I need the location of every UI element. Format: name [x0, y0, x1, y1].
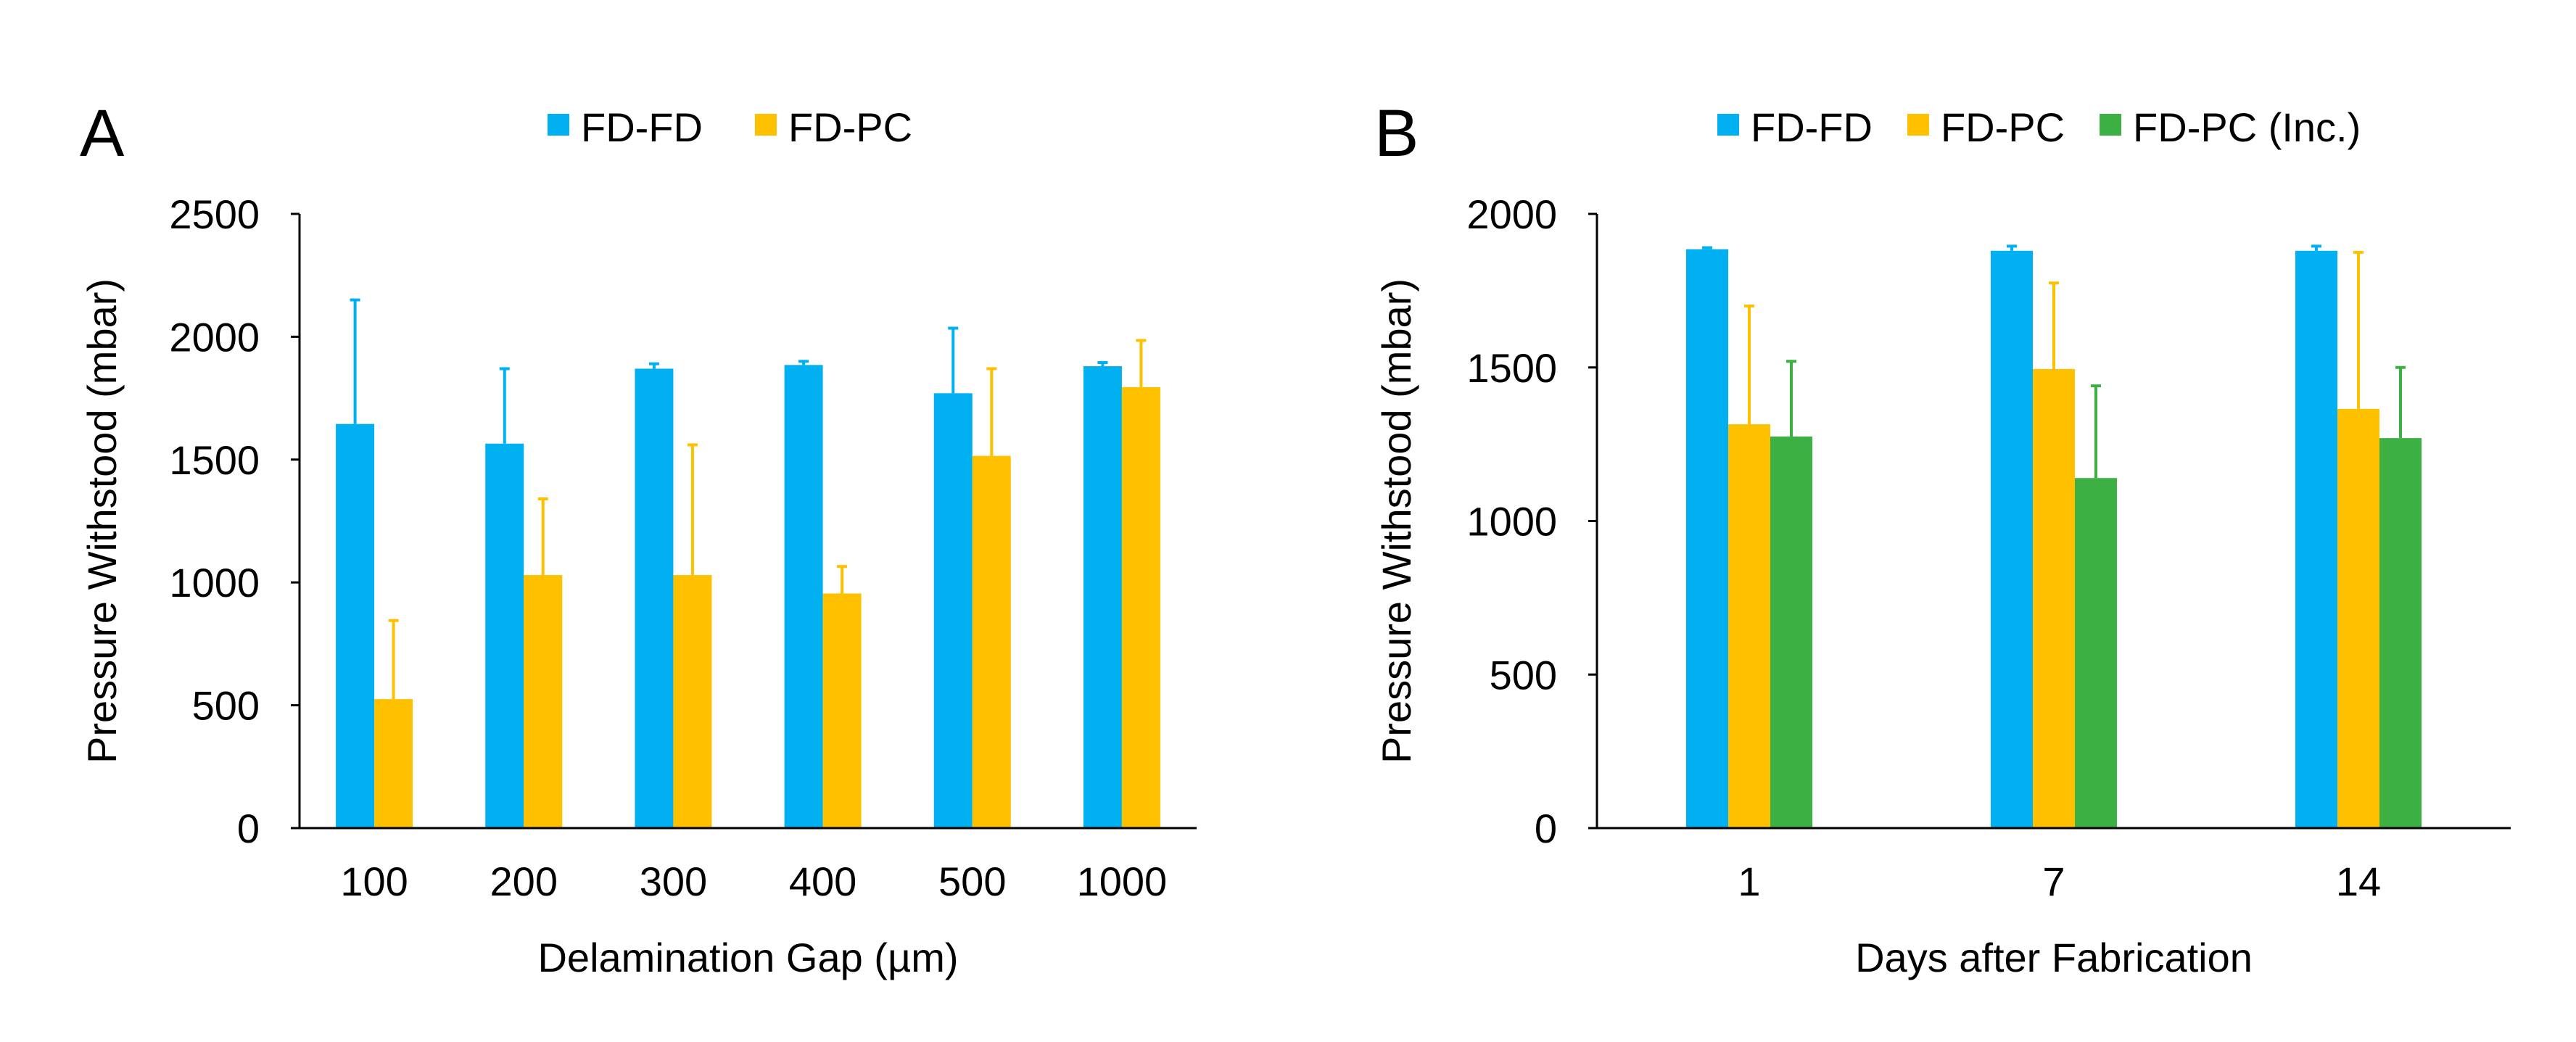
panel-b-x-tick-label-14: 14 [2336, 859, 2381, 904]
panel-a-y-tick-label-500: 500 [192, 683, 260, 729]
panel-a-bar-fd-fd-500 [933, 393, 973, 828]
panel-b-error-bars [1702, 244, 2406, 479]
panel-b-y-tick-label-2000: 2000 [1466, 191, 1557, 237]
panel-a-y-tick-label-2500: 2500 [169, 191, 260, 237]
panel-b-legend: FD-FD FD-PC FD-PC (Inc.) [1717, 104, 2361, 150]
panel-b-y-tick-label-1000: 1000 [1466, 499, 1557, 545]
panel-a-bar-fd-fd-300 [635, 368, 674, 829]
panel-a-bar-fd-fd-200 [485, 443, 524, 828]
panel-b-legend-swatch-fd-pc-inc [2100, 114, 2122, 136]
panel-b-y-axis-title: Pressure Withstood (mbar) [1374, 278, 1419, 764]
panel-a: A FD-FD FD-PC 0 500 1000 1500 2000 2500 100 200 3… [79, 96, 1197, 980]
panel-a-bar-fd-pc-200 [524, 575, 563, 828]
panel-b-x-tick-label-7: 7 [2042, 859, 2065, 904]
panel-a-x-tick-label-100: 100 [340, 859, 408, 904]
panel-b-legend-label-fd-pc: FD-PC [1941, 104, 2065, 150]
panel-a-bar-fd-fd-400 [784, 365, 823, 828]
panel-b-x-axis-title: Days after Fabrication [1855, 935, 2253, 980]
panel-a-x-axis-title: Delamination Gap (µm) [537, 935, 958, 980]
panel-b-bar-fd-pc-inc--7 [2075, 478, 2117, 828]
panel-a-bar-fd-fd-100 [336, 423, 375, 828]
panel-b-letter: B [1374, 96, 1419, 170]
panel-b-bars [1686, 249, 2422, 828]
panel-a-axes: 0 500 1000 1500 2000 2500 100 200 300 400 500 1000 [169, 191, 1197, 904]
panel-a-bars [336, 365, 1160, 829]
panel-b-axes: 0 500 1000 1500 2000 1 7 14 [1466, 191, 2511, 904]
panel-a-x-tick-label-400: 400 [789, 859, 856, 904]
panel-a-y-tick-label-2000: 2000 [169, 314, 260, 360]
panel-a-x-tick-label-500: 500 [938, 859, 1006, 904]
panel-a-legend: FD-FD FD-PC [548, 104, 912, 150]
panel-a-y-tick-label-0: 0 [237, 806, 260, 851]
panel-a-y-tick-label-1500: 1500 [169, 437, 260, 483]
panel-a-x-tick-label-1000: 1000 [1077, 859, 1168, 904]
panel-a-legend-swatch-fd-fd [548, 114, 569, 136]
panel-b-legend-label-fd-fd: FD-FD [1751, 104, 1873, 150]
panel-a-error-bars [350, 298, 1147, 700]
panel-b-bar-fd-pc-7 [2033, 368, 2075, 828]
panel-a-bar-fd-pc-400 [822, 593, 862, 828]
panel-a-bar-fd-fd-1000 [1083, 366, 1122, 828]
panel-a-letter: A [80, 96, 125, 170]
panel-a-bar-fd-pc-1000 [1121, 386, 1160, 828]
panel-a-legend-swatch-fd-pc [754, 114, 777, 136]
panel-b-y-tick-label-0: 0 [1535, 806, 1557, 851]
panel-a-y-tick-label-1000: 1000 [169, 560, 260, 605]
panel-b-legend-swatch-fd-pc [1907, 114, 1929, 136]
panel-a-legend-label-fd-pc: FD-PC [788, 104, 912, 150]
panel-b-bar-fd-fd-14 [2295, 250, 2337, 828]
panel-b-bar-fd-pc-inc--14 [2379, 438, 2422, 828]
panel-b-y-tick-label-500: 500 [1490, 652, 1557, 698]
panel-a-bar-fd-pc-500 [972, 455, 1011, 828]
panel-b-legend-swatch-fd-fd [1717, 114, 1739, 136]
panel-b-legend-label-fd-pc-inc: FD-PC (Inc.) [2133, 104, 2361, 150]
panel-a-legend-label-fd-fd: FD-FD [581, 104, 703, 150]
panel-a-bar-fd-pc-100 [374, 699, 413, 828]
panel-a-x-tick-label-200: 200 [490, 859, 558, 904]
panel-b-y-tick-label-1500: 1500 [1466, 345, 1557, 391]
panel-b-bar-fd-fd-7 [1991, 250, 2033, 828]
panel-b-bar-fd-fd-1 [1686, 249, 1728, 828]
panel-a-bar-fd-pc-300 [673, 575, 712, 828]
panel-b-bar-fd-pc-1 [1728, 424, 1770, 828]
panel-b-bar-fd-pc-14 [2337, 408, 2379, 828]
panel-a-y-axis-title: Pressure Withstood (mbar) [79, 278, 125, 764]
panel-b-x-tick-label-1: 1 [1738, 859, 1760, 904]
panel-b-bar-fd-pc-inc--1 [1770, 437, 1812, 828]
panel-b: B FD-FD FD-PC FD-PC (Inc.) 0 500 1000 1500 200… [1374, 96, 2511, 980]
panel-a-x-tick-label-300: 300 [640, 859, 707, 904]
